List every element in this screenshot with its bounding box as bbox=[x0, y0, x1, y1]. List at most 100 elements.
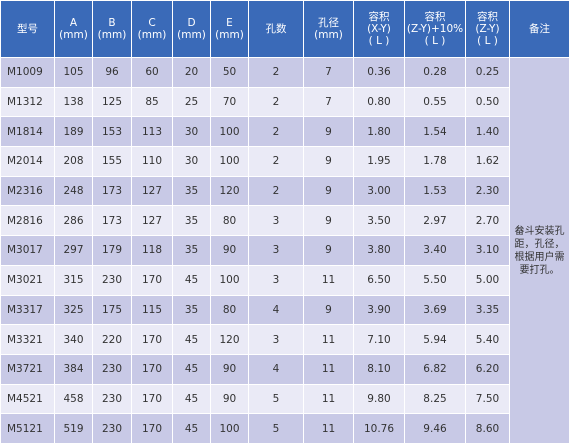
cell-a: 105 bbox=[54, 57, 93, 88]
cell-c: 110 bbox=[131, 146, 173, 177]
cell-e: 100 bbox=[210, 116, 249, 148]
cell-volume-zy-plus10: 1.54 bbox=[404, 116, 466, 148]
cell-a: 325 bbox=[54, 294, 93, 326]
cell-volume-zy: 8.60 bbox=[465, 413, 510, 444]
cell-hole-count: 4 bbox=[248, 294, 304, 326]
cell-e: 120 bbox=[210, 324, 249, 355]
cell-c: 113 bbox=[131, 116, 173, 148]
cell-volume-zy: 0.25 bbox=[465, 57, 510, 88]
cell-c: 170 bbox=[131, 324, 173, 355]
cell-d: 35 bbox=[172, 175, 211, 207]
header-e: E (mm) bbox=[210, 0, 249, 58]
cell-volume-zy: 7.50 bbox=[465, 383, 510, 415]
cell-c: 170 bbox=[131, 353, 173, 385]
cell-volume-zy: 2.70 bbox=[465, 205, 510, 237]
cell-hole-count: 2 bbox=[248, 116, 304, 148]
cell-volume-zy: 3.35 bbox=[465, 294, 510, 326]
cell-volume-xy: 3.80 bbox=[353, 235, 405, 266]
cell-hole-count: 3 bbox=[248, 205, 304, 237]
table-row: M2816 286 173 127 35 80 3 9 3.50 2.97 2.70 bbox=[0, 205, 569, 237]
cell-model: M1814 bbox=[0, 116, 55, 148]
cell-c: 115 bbox=[131, 294, 173, 326]
cell-volume-xy: 1.80 bbox=[353, 116, 405, 148]
cell-model: M1312 bbox=[0, 86, 55, 118]
cell-model: M5121 bbox=[0, 413, 55, 444]
cell-volume-xy: 1.95 bbox=[353, 146, 405, 177]
cell-hole-count: 5 bbox=[248, 383, 304, 415]
cell-volume-xy: 0.36 bbox=[353, 57, 405, 88]
header-hole-count: 孔数 bbox=[248, 0, 304, 58]
cell-model: M3321 bbox=[0, 324, 55, 355]
header-model: 型号 bbox=[0, 0, 55, 58]
cell-d: 35 bbox=[172, 235, 211, 266]
cell-b: 230 bbox=[92, 383, 132, 415]
cell-d: 35 bbox=[172, 294, 211, 326]
cell-hole-diameter: 9 bbox=[303, 175, 354, 207]
cell-hole-count: 3 bbox=[248, 324, 304, 355]
cell-volume-zy: 5.40 bbox=[465, 324, 510, 355]
cell-model: M3721 bbox=[0, 353, 55, 385]
cell-volume-xy: 10.76 bbox=[353, 413, 405, 444]
cell-volume-xy: 9.80 bbox=[353, 383, 405, 415]
cell-hole-count: 4 bbox=[248, 353, 304, 385]
cell-hole-count: 2 bbox=[248, 146, 304, 177]
header-remark: 备注 bbox=[509, 0, 569, 58]
cell-hole-diameter: 7 bbox=[303, 57, 354, 88]
cell-volume-zy-plus10: 0.55 bbox=[404, 86, 466, 118]
cell-e: 90 bbox=[210, 353, 249, 385]
cell-c: 170 bbox=[131, 264, 173, 296]
remark-cell: 畚斗安装孔距，孔径，根据用户需要打孔。 bbox=[509, 57, 569, 444]
cell-volume-zy: 1.62 bbox=[465, 146, 510, 177]
cell-a: 340 bbox=[54, 324, 93, 355]
cell-volume-zy-plus10: 3.40 bbox=[404, 235, 466, 266]
cell-e: 90 bbox=[210, 235, 249, 266]
header-volume-zy-plus10: 容积 (Z-Y)+10% ( L ) bbox=[404, 0, 466, 58]
cell-hole-diameter: 11 bbox=[303, 324, 354, 355]
cell-hole-diameter: 9 bbox=[303, 205, 354, 237]
cell-hole-diameter: 11 bbox=[303, 353, 354, 385]
cell-d: 35 bbox=[172, 205, 211, 237]
cell-b: 173 bbox=[92, 205, 132, 237]
table-row: M4521 458 230 170 45 90 5 11 9.80 8.25 7.50 bbox=[0, 383, 569, 415]
table-row: M3721 384 230 170 45 90 4 11 8.10 6.82 6.20 bbox=[0, 353, 569, 385]
cell-a: 286 bbox=[54, 205, 93, 237]
cell-c: 170 bbox=[131, 413, 173, 444]
cell-hole-diameter: 11 bbox=[303, 383, 354, 415]
cell-c: 118 bbox=[131, 235, 173, 266]
cell-volume-xy: 7.10 bbox=[353, 324, 405, 355]
cell-b: 173 bbox=[92, 175, 132, 207]
cell-hole-count: 2 bbox=[248, 86, 304, 118]
table-row: M2014 208 155 110 30 100 2 9 1.95 1.78 1.62 bbox=[0, 146, 569, 177]
cell-hole-count: 3 bbox=[248, 235, 304, 266]
cell-volume-zy: 0.50 bbox=[465, 86, 510, 118]
cell-e: 80 bbox=[210, 205, 249, 237]
cell-hole-diameter: 9 bbox=[303, 235, 354, 266]
header-row: 型号 A (mm) B (mm) C (mm) D (mm) E (mm) 孔数… bbox=[0, 0, 569, 58]
cell-model: M3017 bbox=[0, 235, 55, 266]
cell-hole-count: 3 bbox=[248, 264, 304, 296]
cell-b: 155 bbox=[92, 146, 132, 177]
table-row: M3321 340 220 170 45 120 3 11 7.10 5.94 5.40 bbox=[0, 324, 569, 355]
cell-model: M2316 bbox=[0, 175, 55, 207]
cell-c: 60 bbox=[131, 57, 173, 88]
cell-volume-zy-plus10: 5.94 bbox=[404, 324, 466, 355]
header-volume-xy: 容积 (X-Y) ( L ) bbox=[353, 0, 405, 58]
table-body: M1009 105 96 60 20 50 2 7 0.36 0.28 0.25 畚斗安装孔距，孔径，… bbox=[0, 57, 569, 444]
cell-b: 230 bbox=[92, 264, 132, 296]
cell-hole-diameter: 11 bbox=[303, 264, 354, 296]
cell-model: M2014 bbox=[0, 146, 55, 177]
cell-d: 20 bbox=[172, 57, 211, 88]
table-row: M2316 248 173 127 35 120 2 9 3.00 1.53 2.30 bbox=[0, 175, 569, 207]
cell-hole-count: 5 bbox=[248, 413, 304, 444]
cell-e: 100 bbox=[210, 146, 249, 177]
cell-d: 30 bbox=[172, 116, 211, 148]
cell-hole-count: 2 bbox=[248, 175, 304, 207]
cell-c: 127 bbox=[131, 205, 173, 237]
cell-model: M4521 bbox=[0, 383, 55, 415]
cell-e: 120 bbox=[210, 175, 249, 207]
cell-hole-diameter: 9 bbox=[303, 294, 354, 326]
cell-d: 45 bbox=[172, 264, 211, 296]
cell-model: M3317 bbox=[0, 294, 55, 326]
cell-volume-xy: 0.80 bbox=[353, 86, 405, 118]
